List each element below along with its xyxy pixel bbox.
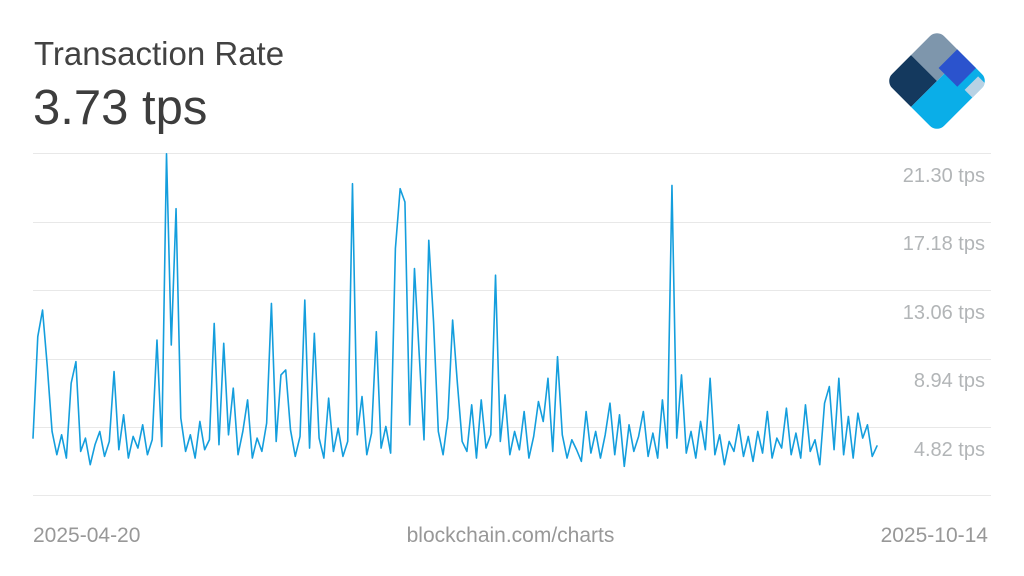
x-axis-start-date: 2025-04-20 <box>33 524 141 547</box>
y-gridline <box>33 358 991 360</box>
footer-divider <box>33 495 991 496</box>
y-gridline <box>33 221 991 223</box>
page-title: Transaction Rate <box>34 35 285 72</box>
y-gridline <box>33 290 991 292</box>
y-tick-label: 21.30 tps <box>902 164 985 187</box>
x-axis-end-date: 2025-10-14 <box>880 524 988 547</box>
y-tick-label: 4.82 tps <box>913 438 985 461</box>
x-axis-footer: 2025-04-20 blockchain.com/charts 2025-10… <box>33 524 988 548</box>
current-value: 3.73 tps <box>33 81 208 135</box>
y-tick-label: 13.06 tps <box>902 301 985 324</box>
blockchain-logo-icon <box>884 28 990 134</box>
y-gridline <box>33 427 991 429</box>
y-gridline <box>33 153 991 155</box>
chart-line <box>32 153 878 468</box>
y-tick-label: 17.18 tps <box>902 233 985 256</box>
source-link[interactable]: blockchain.com/charts <box>406 524 615 547</box>
y-tick-label: 8.94 tps <box>913 370 985 393</box>
